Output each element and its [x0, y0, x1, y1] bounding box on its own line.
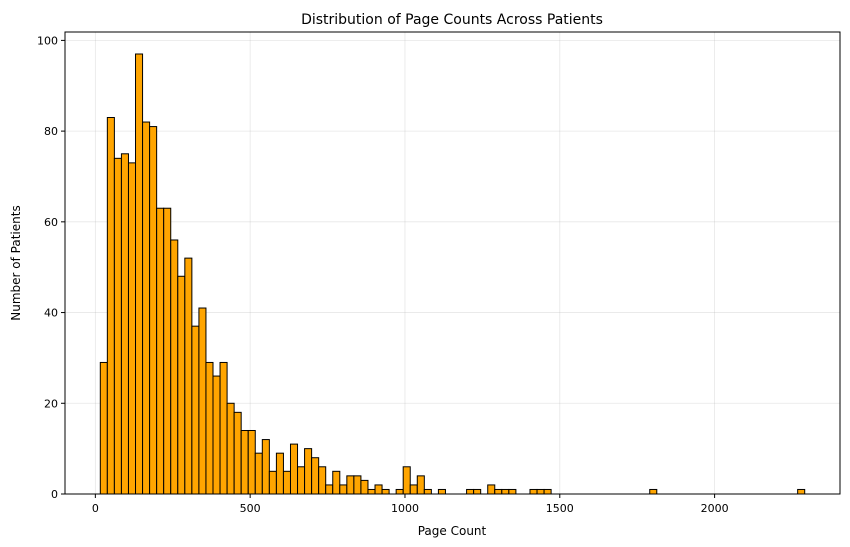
- x-tick-label: 2000: [701, 502, 729, 515]
- histogram-bar: [353, 475, 362, 495]
- histogram-bar: [170, 239, 179, 495]
- histogram-bar: [254, 452, 263, 495]
- histogram-bar: [409, 484, 418, 495]
- histogram-bar: [543, 488, 552, 495]
- histogram-bar: [367, 488, 376, 495]
- histogram-bar: [184, 257, 193, 495]
- histogram-bar: [127, 162, 137, 495]
- histogram-bar: [649, 488, 658, 495]
- histogram-bar: [797, 488, 806, 495]
- histogram-bar: [99, 361, 108, 495]
- histogram-bar: [402, 466, 411, 495]
- x-tick-label: 0: [92, 502, 99, 515]
- histogram-bar: [247, 429, 256, 495]
- histogram-bar: [325, 484, 334, 495]
- x-axis-label: Page Count: [418, 524, 487, 538]
- histogram-bar: [508, 488, 517, 495]
- histogram-bar: [268, 470, 277, 495]
- y-tick-label: 20: [44, 397, 58, 410]
- histogram-bar: [191, 325, 200, 495]
- histogram-bar: [416, 475, 425, 495]
- histogram-bar: [437, 488, 446, 495]
- histogram-bar: [466, 488, 475, 495]
- histogram-bar: [339, 484, 348, 495]
- histogram-bar: [395, 488, 404, 495]
- chart-title: Distribution of Page Counts Across Patie…: [301, 12, 603, 28]
- histogram-bar: [346, 475, 355, 495]
- histogram-bar: [304, 448, 313, 495]
- histogram-bar: [240, 429, 249, 495]
- histogram-bar: [494, 488, 503, 495]
- y-tick-label: 40: [44, 307, 58, 320]
- histogram-bar: [473, 488, 482, 495]
- histogram-bar: [282, 470, 291, 495]
- histogram-bar: [332, 470, 341, 495]
- y-tick-label: 80: [44, 125, 58, 138]
- histogram-bar: [156, 207, 165, 495]
- x-tick-label: 1500: [546, 502, 574, 515]
- y-tick-label: 0: [51, 488, 58, 501]
- histogram-bar: [233, 411, 242, 495]
- bars: [99, 53, 806, 495]
- histogram-bar: [423, 488, 432, 495]
- histogram-bar: [149, 126, 158, 495]
- x-tick-label: 1000: [391, 502, 419, 515]
- histogram-bar: [374, 484, 383, 495]
- histogram-bar: [311, 457, 320, 495]
- histogram-bar: [360, 479, 369, 495]
- histogram-bar: [318, 466, 327, 495]
- histogram-bar: [487, 484, 496, 495]
- y-axis-label: Number of Patients: [9, 205, 23, 320]
- y-tick-label: 60: [44, 216, 58, 229]
- histogram-bar: [261, 439, 270, 495]
- histogram-bar: [219, 361, 228, 495]
- histogram-bar: [177, 275, 186, 495]
- y-tick-label: 100: [37, 34, 58, 47]
- histogram-bar: [106, 117, 115, 495]
- histogram-bar: [226, 402, 235, 495]
- histogram-bar: [198, 307, 207, 495]
- histogram-bar: [536, 488, 545, 495]
- histogram-bar: [205, 361, 214, 495]
- histogram-bar: [142, 121, 151, 495]
- histogram-bar: [212, 375, 221, 495]
- histogram-bar: [297, 466, 306, 495]
- histogram-bar: [275, 452, 284, 495]
- y-axis: 0 20 40 60 80 100: [37, 34, 65, 501]
- histogram-bar: [163, 207, 172, 495]
- histogram-bar: [113, 157, 122, 495]
- histogram-bar: [289, 443, 299, 495]
- histogram-bar: [501, 488, 510, 495]
- histogram-bar: [529, 488, 538, 495]
- histogram-bar: [381, 488, 390, 495]
- histogram-bar: [120, 153, 129, 495]
- x-axis: 0 500 1000 1500 2000: [92, 494, 729, 515]
- x-tick-label: 500: [240, 502, 261, 515]
- histogram-bar: [135, 53, 144, 495]
- plot-frame: [64, 31, 841, 495]
